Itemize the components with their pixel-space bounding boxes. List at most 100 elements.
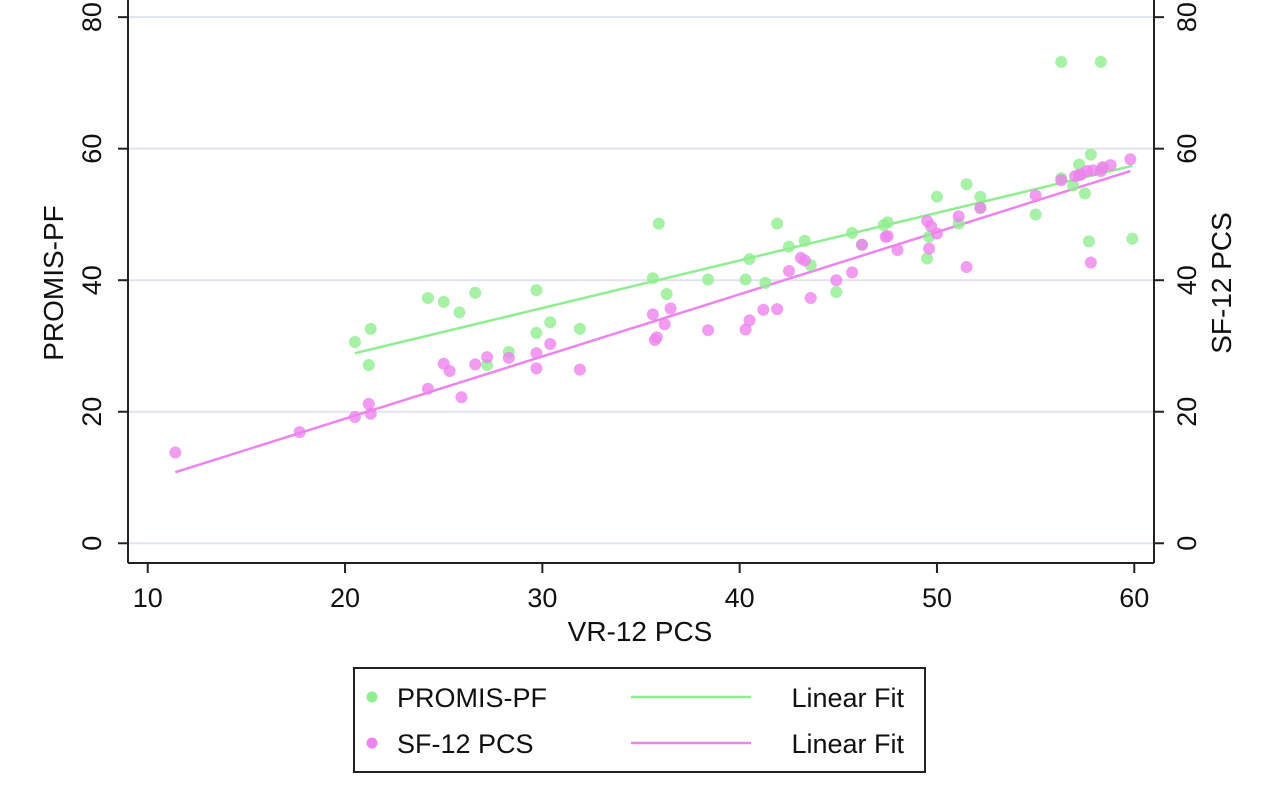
y-tick-label-right: 40 [1172,265,1202,295]
data-point-series-0 [881,216,894,229]
data-point-series-0 [1055,55,1068,68]
grid-lines [128,16,1154,545]
data-point-series-1 [702,324,715,337]
x-tick-label: 30 [527,583,557,613]
data-point-series-0 [453,306,466,319]
data-point-series-1 [364,407,377,420]
data-point-series-1 [1055,174,1068,187]
data-point-series-0 [739,273,752,286]
legend: PROMIS-PF Linear Fit SF-12 PCS Linear Fi… [353,667,926,773]
legend-box [353,667,926,773]
data-point-series-1 [757,303,770,316]
data-point-series-0 [573,322,586,335]
y-tick-label-left: 80 [77,2,107,32]
data-point-series-1 [455,391,468,404]
x-tick-label: 20 [330,583,360,613]
data-point-series-1 [855,238,868,251]
data-point-series-0 [469,286,482,299]
data-point-series-1 [169,446,182,459]
data-point-series-1 [923,242,936,255]
data-point-series-1 [348,411,361,424]
data-point-series-0 [660,288,673,301]
data-point-series-0 [1067,179,1080,192]
axes [118,0,1164,573]
y-axis-title-left: PROMIS-PF [38,205,69,361]
data-point-series-1 [362,397,375,410]
fit-line-series-3 [174,169,1131,474]
data-point-series-0 [530,326,543,339]
data-point-series-0 [759,276,772,289]
data-point-series-0 [544,316,557,329]
data-point-series-0 [1094,55,1107,68]
data-point-series-0 [846,226,859,239]
legend-label-promis-fit: Linear Fit [791,683,904,713]
data-point-series-0 [1029,208,1042,221]
data-point-series-1 [664,302,677,315]
data-point-series-1 [421,382,434,395]
y-tick-label-right: 80 [1172,2,1202,32]
data-point-series-0 [930,190,943,203]
data-point-series-0 [530,284,543,297]
data-point-series-1 [573,363,586,376]
data-point-series-0 [437,295,450,308]
y-axis-title-right: SF-12 PCS [1206,212,1237,354]
data-point-series-0 [782,240,795,253]
data-point-series-1 [743,314,756,327]
legend-marker-sf12 [366,737,378,749]
data-points [169,55,1139,459]
tick-labels: 10 20 30 40 50 60 0 0 20 20 40 40 60 60 80 80 [77,2,1202,613]
y-tick-label-left: 20 [77,397,107,427]
y-tick-label-left: 60 [77,134,107,164]
data-point-series-0 [646,272,659,285]
data-point-series-1 [443,364,456,377]
data-point-series-0 [1082,235,1095,248]
data-point-series-1 [960,261,973,274]
y-tick-label-right: 20 [1172,397,1202,427]
data-point-series-1 [544,338,557,351]
data-point-series-1 [1029,189,1042,202]
data-point-series-1 [881,230,894,243]
x-tick-label: 50 [922,583,952,613]
data-point-series-1 [739,323,752,336]
data-point-series-1 [293,426,306,439]
data-point-series-0 [1078,187,1091,200]
x-tick-label: 60 [1119,583,1149,613]
data-point-series-0 [771,217,784,230]
x-axis-title: VR-12 PCS [568,616,713,647]
legend-marker-promis [366,691,378,703]
data-point-series-1 [502,351,515,364]
data-point-series-1 [952,210,965,223]
data-point-series-0 [974,190,987,203]
y-tick-label-left: 40 [77,265,107,295]
data-point-series-1 [1124,153,1137,166]
data-point-series-0 [348,336,361,349]
data-point-series-1 [646,308,659,321]
data-point-series-0 [364,322,377,335]
legend-label-sf12-fit: Linear Fit [791,729,904,759]
data-point-series-0 [1084,148,1097,161]
data-point-series-0 [652,217,665,230]
data-point-series-1 [469,358,482,371]
data-point-series-0 [421,291,434,304]
data-point-series-1 [530,347,543,360]
x-tick-label: 10 [133,583,163,613]
data-point-series-0 [921,252,934,265]
data-point-series-0 [1126,232,1139,245]
y-tick-label-right: 0 [1172,536,1202,551]
data-point-series-0 [1073,158,1086,171]
legend-label-sf12: SF-12 PCS [397,729,534,759]
data-point-series-0 [830,286,843,299]
data-point-series-1 [891,243,904,256]
data-point-series-1 [974,201,987,214]
data-point-series-1 [1084,256,1097,269]
data-point-series-1 [1104,159,1117,172]
data-point-series-0 [743,253,756,266]
data-point-series-1 [782,265,795,278]
data-point-series-1 [771,303,784,316]
data-point-series-1 [930,227,943,240]
data-point-series-1 [650,331,663,344]
data-point-series-1 [804,291,817,304]
data-point-series-0 [362,359,375,372]
data-point-series-0 [798,234,811,247]
